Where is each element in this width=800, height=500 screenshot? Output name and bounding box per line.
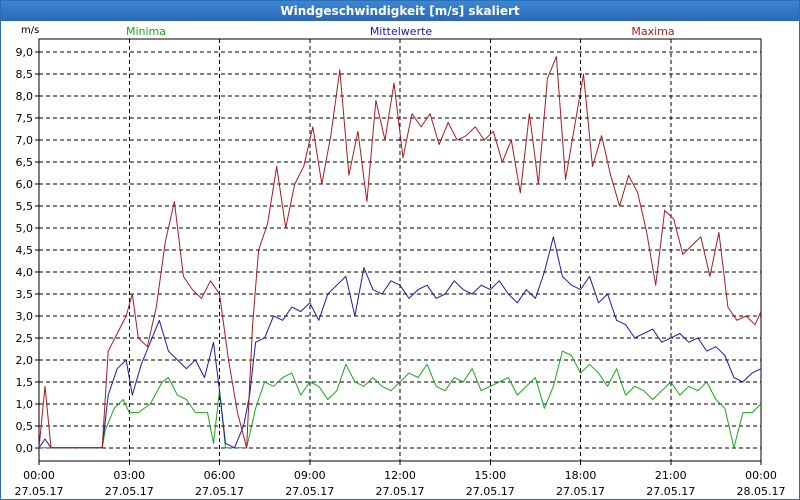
legend-label: Maxima [631, 25, 674, 38]
plot-frame [38, 38, 762, 462]
x-tick-label-time: 21:00 [655, 469, 687, 482]
y-tick-label: 1,5 [16, 376, 34, 389]
window-title: Windgeschwindigkeit [m/s] skaliert [1, 1, 799, 21]
y-tick-label: 8,5 [16, 68, 34, 81]
x-tick-label-time: 00:00 [745, 469, 777, 482]
y-tick-label: 7,0 [16, 134, 34, 147]
x-tick-label-date: 28.05.17 [737, 485, 786, 498]
y-tick-label: 0,0 [16, 442, 34, 455]
x-tick-label-time: 06:00 [204, 469, 236, 482]
x-tick-label-time: 03:00 [113, 469, 145, 482]
y-tick-label: 6,5 [16, 156, 34, 169]
x-tick-label-date: 27.05.17 [195, 485, 244, 498]
y-tick-label: 3,0 [16, 310, 34, 323]
y-tick-label: 4,5 [16, 244, 34, 257]
x-tick-label-time: 15:00 [474, 469, 506, 482]
y-tick-label: 3,5 [16, 288, 34, 301]
series-line-maxima [38, 56, 762, 449]
y-tick-label: 4,0 [16, 266, 34, 279]
x-tick-label-date: 27.05.17 [105, 485, 154, 498]
x-tick-label-date: 27.05.17 [15, 485, 64, 498]
x-tick-label-time: 09:00 [294, 469, 326, 482]
y-tick-label: 7,5 [16, 112, 34, 125]
y-axis-unit-label: m/s [21, 25, 39, 36]
series-line-mittelwerte [38, 236, 762, 449]
y-tick-label: 2,0 [16, 354, 34, 367]
y-tick-label: 5,0 [16, 222, 34, 235]
y-tick-label: 1,0 [16, 398, 34, 411]
x-tick-label-time: 00:00 [23, 469, 55, 482]
y-tick-label: 2,5 [16, 332, 34, 345]
x-tick-label-date: 27.05.17 [556, 485, 605, 498]
y-tick-label: 6,0 [16, 178, 34, 191]
x-tick-label-time: 12:00 [384, 469, 416, 482]
x-tick-label-date: 27.05.17 [466, 485, 515, 498]
y-tick-label: 8,0 [16, 90, 34, 103]
legend-label: Minima [126, 25, 166, 38]
y-tick-label: 0,5 [16, 420, 34, 433]
y-tick-label: 9,0 [16, 46, 34, 59]
x-tick-label-date: 27.05.17 [646, 485, 695, 498]
x-tick-label-time: 18:00 [565, 469, 597, 482]
x-tick-label-date: 27.05.17 [376, 485, 425, 498]
legend-label: Mittelwerte [370, 25, 433, 38]
x-tick-label-date: 27.05.17 [285, 485, 334, 498]
y-tick-label: 5,5 [16, 200, 34, 213]
series-line-minima [39, 350, 762, 449]
